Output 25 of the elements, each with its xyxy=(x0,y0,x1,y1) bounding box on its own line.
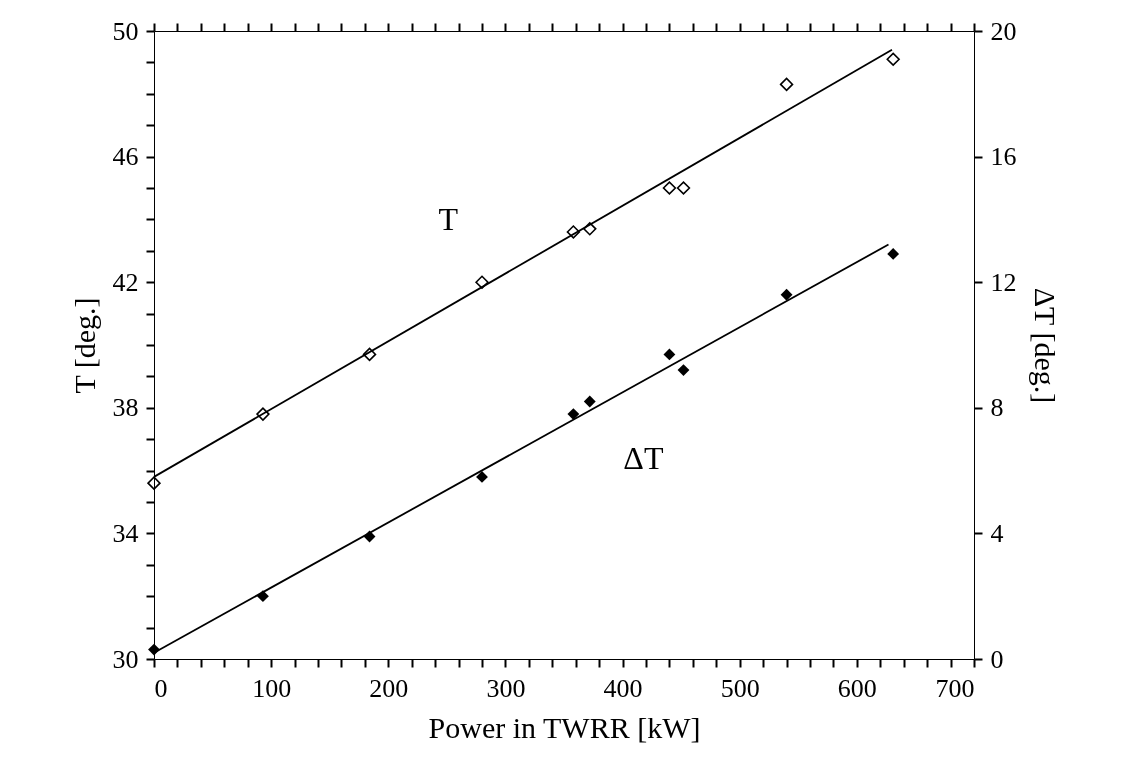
y-tick-label: 34 xyxy=(112,518,139,548)
y2-tick-label: 12 xyxy=(990,267,1017,297)
x-tick-label: 0 xyxy=(154,673,168,703)
y2-tick-label: 8 xyxy=(990,393,1004,423)
x-axis-title: Power in TWRR [kW] xyxy=(428,710,701,744)
x-tick-label: 300 xyxy=(486,673,526,703)
y-tick-label: 42 xyxy=(112,267,139,297)
y2-tick-label: 16 xyxy=(990,142,1017,172)
y-tick-label: 38 xyxy=(112,393,139,423)
x-tick-label: 700 xyxy=(935,673,975,703)
x-tick-label: 500 xyxy=(720,673,760,703)
y2-tick-label: 4 xyxy=(990,518,1004,548)
y-tick-label: 50 xyxy=(112,16,139,46)
y-tick-label: 46 xyxy=(112,142,139,172)
y-tick-label: 30 xyxy=(112,644,139,674)
y2-tick-label: 20 xyxy=(990,16,1017,46)
x-tick-label: 100 xyxy=(252,673,292,703)
x-tick-label: 400 xyxy=(603,673,643,703)
y-axis-title: T [deg.] xyxy=(67,297,101,394)
series-label: T xyxy=(438,200,459,237)
series-label: ΔT xyxy=(623,440,664,477)
x-tick-label: 200 xyxy=(369,673,409,703)
x-tick-label: 600 xyxy=(837,673,877,703)
y2-tick-label: 0 xyxy=(990,644,1004,674)
y2-axis-title: ΔT [deg.] xyxy=(1028,287,1062,404)
